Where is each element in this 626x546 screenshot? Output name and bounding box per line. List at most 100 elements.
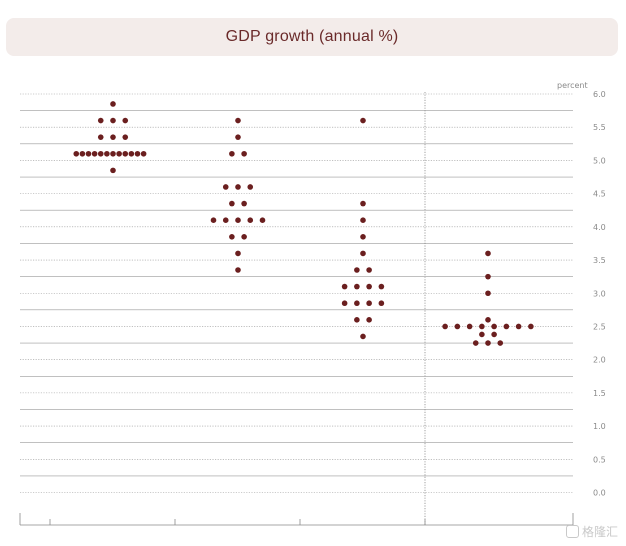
chart-title-bar: GDP growth (annual %) [6, 18, 618, 56]
y-tick-label: 5.0 [593, 156, 606, 165]
y-tick-label: 3.0 [593, 289, 606, 298]
data-dot [210, 217, 217, 223]
data-dot [354, 300, 360, 307]
watermark-text: 格隆汇 [581, 525, 618, 539]
group-1 [73, 101, 147, 174]
data-dot [485, 317, 491, 323]
data-dot [110, 150, 116, 157]
data-dot [110, 101, 116, 107]
data-dot [122, 134, 129, 140]
data-dot [466, 323, 473, 330]
data-dot [235, 217, 241, 223]
y-tick-label: 6.0 [593, 90, 606, 99]
data-dot [97, 134, 104, 140]
data-dot [91, 150, 98, 157]
data-dot [140, 150, 147, 157]
data-dot [229, 233, 235, 240]
group-2 [210, 117, 266, 273]
data-dot [485, 340, 491, 346]
watermark: 格隆汇 [565, 523, 618, 540]
data-dot [491, 331, 497, 338]
y-tick-label: 0.5 [593, 455, 606, 464]
data-dot [354, 283, 360, 290]
data-dot [134, 150, 141, 157]
data-dot [528, 323, 534, 330]
data-dot [479, 331, 485, 338]
data-dot [247, 217, 254, 223]
data-dot [235, 267, 241, 273]
data-dot [354, 317, 360, 323]
chart-title: GDP growth (annual %) [225, 28, 399, 45]
y-tick-label: 3.5 [593, 256, 606, 265]
data-dot [341, 283, 348, 290]
data-dot [366, 267, 372, 273]
axis-layer: 0.0 0.5 1.0 1.5 2.0 2.5 3.0 3.5 4.0 4.5 5.0 5.5 6.0 [19, 90, 606, 526]
y-tick-label: 5.5 [593, 123, 606, 132]
data-dot [128, 150, 135, 157]
data-dot [366, 300, 372, 307]
data-dot [235, 117, 241, 124]
watermark-logo-icon [565, 525, 579, 538]
data-dot [235, 184, 241, 190]
data-dot [122, 150, 129, 157]
data-dot [229, 150, 235, 157]
y-tick-label: 0.0 [593, 489, 606, 498]
data-dot [442, 323, 448, 330]
data-dot [97, 117, 104, 124]
data-dot [366, 317, 372, 323]
y-tick-label: 4.5 [593, 190, 606, 199]
data-dot [341, 300, 348, 307]
data-dot [241, 150, 247, 157]
data-dot [479, 323, 485, 330]
data-dot [354, 267, 360, 273]
data-dot [97, 150, 104, 157]
data-dot [360, 250, 366, 257]
y-tick-label: 2.0 [593, 356, 606, 365]
grid-layer [20, 93, 573, 493]
data-dot [235, 134, 241, 140]
data-dot [454, 323, 461, 330]
y-axis-unit-label: percent [557, 81, 588, 90]
data-dot [110, 167, 116, 174]
data-dot [360, 233, 366, 240]
data-dot [366, 283, 372, 290]
data-dot [110, 134, 116, 140]
data-dot [515, 323, 522, 330]
data-dot [79, 150, 86, 157]
y-tick-label: 4.0 [593, 223, 606, 232]
data-dot [491, 323, 497, 330]
data-dot [241, 233, 247, 240]
data-dot [378, 300, 385, 307]
data-dot [247, 184, 254, 190]
dots-layer [73, 101, 534, 346]
data-dot [378, 283, 385, 290]
data-dot [104, 150, 110, 157]
group-3 [341, 117, 385, 340]
data-dot [222, 217, 229, 223]
data-dot [485, 290, 491, 297]
data-dot [503, 323, 510, 330]
data-dot [241, 200, 247, 207]
data-dot [360, 217, 366, 223]
data-dot [485, 250, 491, 257]
y-tick-label: 1.0 [593, 422, 606, 431]
data-dot [85, 150, 92, 157]
y-tick-label: 2.5 [593, 322, 606, 331]
data-dot [485, 273, 491, 280]
data-dot [360, 200, 366, 207]
data-dot [235, 250, 241, 257]
y-tick-label: 1.5 [593, 389, 606, 398]
data-dot [116, 150, 122, 157]
data-dot [122, 117, 129, 124]
group-4 [442, 250, 534, 346]
data-dot [360, 117, 366, 124]
data-dot [360, 333, 366, 340]
data-dot [259, 217, 266, 223]
data-dot [472, 340, 479, 346]
data-dot [222, 184, 229, 190]
data-dot [73, 150, 80, 157]
data-dot [229, 200, 235, 207]
data-dot [110, 117, 116, 124]
data-dot [497, 340, 504, 346]
